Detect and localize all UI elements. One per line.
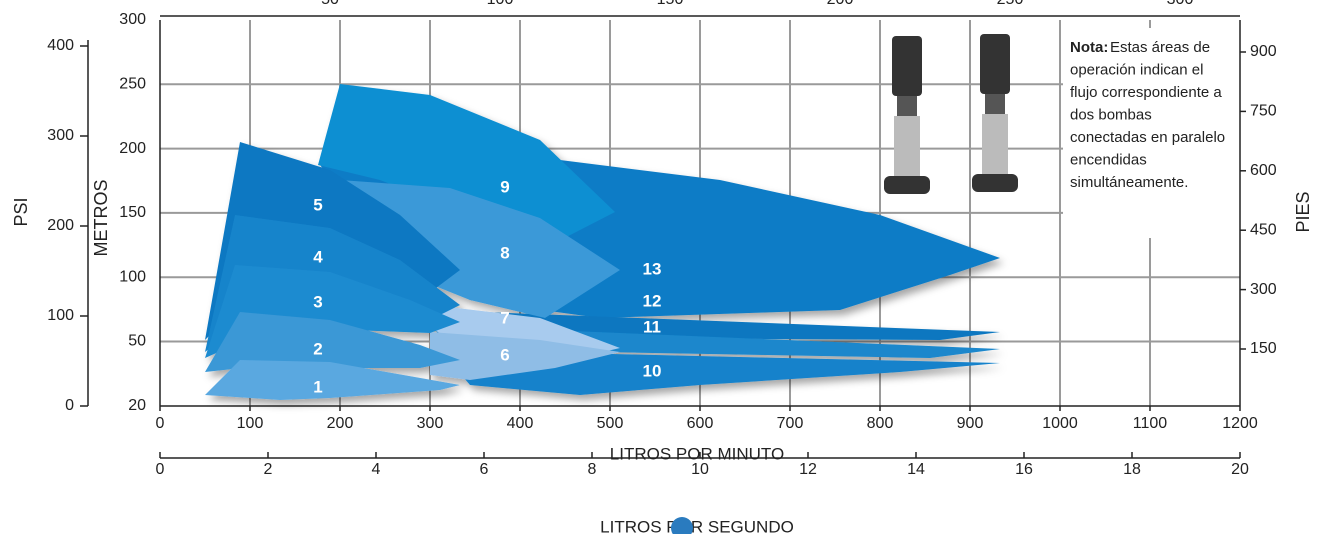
note-line: operación indican el — [1070, 61, 1203, 78]
psi-tick-label: 200 — [47, 217, 74, 234]
pies-tick-label: 900 — [1250, 43, 1277, 60]
note-line: encendidas — [1070, 151, 1147, 168]
logo — [671, 517, 693, 534]
lps-tick-label: 16 — [1015, 461, 1033, 478]
area-label: 1 — [313, 377, 322, 396]
psi-tick-label: 400 — [47, 37, 74, 54]
note-line: dos bombas — [1070, 106, 1152, 123]
area-label: 2 — [313, 339, 322, 358]
area-label: 5 — [313, 195, 322, 214]
pies-title: PIES — [1293, 191, 1313, 232]
top-tick-label: 100 — [487, 0, 514, 8]
pies-tick-label: 450 — [1250, 221, 1277, 238]
psi-tick-label: 300 — [47, 127, 74, 144]
note-box — [1063, 28, 1241, 238]
area-3 — [205, 265, 460, 358]
lps-title: LITROS POR SEGUNDO — [600, 517, 794, 534]
note: Estas áreas de operación indican el flujo … — [1070, 39, 1225, 191]
metros-title: METROS — [91, 179, 111, 256]
area-label: 7 — [500, 308, 509, 327]
area-label: 6 — [500, 345, 509, 364]
lpm-tick-label: 300 — [417, 415, 444, 432]
lpm-tick-label: 0 — [156, 415, 165, 432]
lpm-tick-label: 800 — [867, 415, 894, 432]
area-label: 11 — [643, 317, 661, 336]
lpm-tick-label: 1200 — [1222, 415, 1258, 432]
lps-tick-label: 20 — [1231, 461, 1249, 478]
area-1 — [205, 360, 460, 400]
psi-tick-label: 0 — [65, 397, 74, 414]
pump-images — [884, 28, 1241, 238]
lpm-tick-label: 1100 — [1133, 415, 1168, 432]
area-label: 4 — [313, 247, 323, 266]
lps-tick-label: 14 — [907, 461, 925, 478]
psi-tick-label: 100 — [47, 307, 74, 324]
metros-tick-label: 100 — [119, 268, 146, 285]
area-label: 3 — [313, 292, 322, 311]
area-label: 8 — [500, 243, 509, 262]
lpm-tick-label: 700 — [777, 415, 804, 432]
metros-tick-label: 250 — [119, 76, 146, 93]
note-label: Nota: — [1070, 39, 1108, 56]
area-6 — [430, 332, 620, 380]
psi-title: PSI — [11, 197, 31, 226]
area-label: 12 — [643, 291, 662, 310]
lpm-tick-label: 400 — [507, 415, 534, 432]
area-2 — [205, 312, 460, 372]
top-tick-label: 250 — [997, 0, 1024, 8]
lps-tick-label: 12 — [799, 461, 817, 478]
pies-tick-label: 150 — [1250, 340, 1277, 357]
area-label: 10 — [643, 361, 662, 380]
lps-tick-label: 18 — [1123, 461, 1141, 478]
top-tick-label: 50 — [321, 0, 339, 8]
top-tick-label: 200 — [827, 0, 854, 8]
top-tick-label: 300 — [1167, 0, 1194, 8]
metros-tick-label: 150 — [119, 204, 146, 221]
top-tick-label: 150 — [657, 0, 684, 8]
lpm-tick-label: 500 — [597, 415, 624, 432]
lps-tick-label: 4 — [372, 461, 381, 478]
note-line: conectadas en paralelo — [1070, 129, 1225, 146]
lpm-tick-label: 900 — [957, 415, 984, 432]
lps-tick-label: 10 — [691, 461, 709, 478]
lpm-title: LITROS POR MINUTO — [610, 444, 784, 463]
note-line: Estas áreas de — [1110, 39, 1210, 56]
area-9 — [318, 84, 615, 248]
area-label: 13 — [643, 259, 662, 278]
metros-tick-label: 300 — [119, 11, 146, 28]
area-label: 9 — [500, 177, 509, 196]
lpm-tick-label: 600 — [687, 415, 714, 432]
pump — [972, 34, 1018, 192]
lpm-tick-label: 200 — [327, 415, 354, 432]
lps-tick-label: 2 — [264, 461, 273, 478]
note-line: simultáneamente. — [1070, 174, 1188, 191]
pump — [884, 36, 930, 194]
metros-tick-label: 200 — [119, 140, 146, 157]
operating-areas — [205, 84, 1000, 400]
lps-tick-label: 0 — [156, 461, 165, 478]
lps-tick-label: 8 — [588, 461, 597, 478]
pies-tick-label: 600 — [1250, 162, 1277, 179]
pies-tick-label: 300 — [1250, 281, 1277, 298]
metros-tick-label: 20 — [128, 397, 146, 414]
pies-tick-label: 750 — [1250, 103, 1277, 120]
lpm-tick-label: 1000 — [1042, 415, 1078, 432]
metros-tick-label: 50 — [128, 333, 146, 350]
note-line: flujo correspondiente a — [1070, 84, 1222, 101]
lps-tick-label: 6 — [480, 461, 489, 478]
lpm-tick-label: 100 — [237, 415, 264, 432]
